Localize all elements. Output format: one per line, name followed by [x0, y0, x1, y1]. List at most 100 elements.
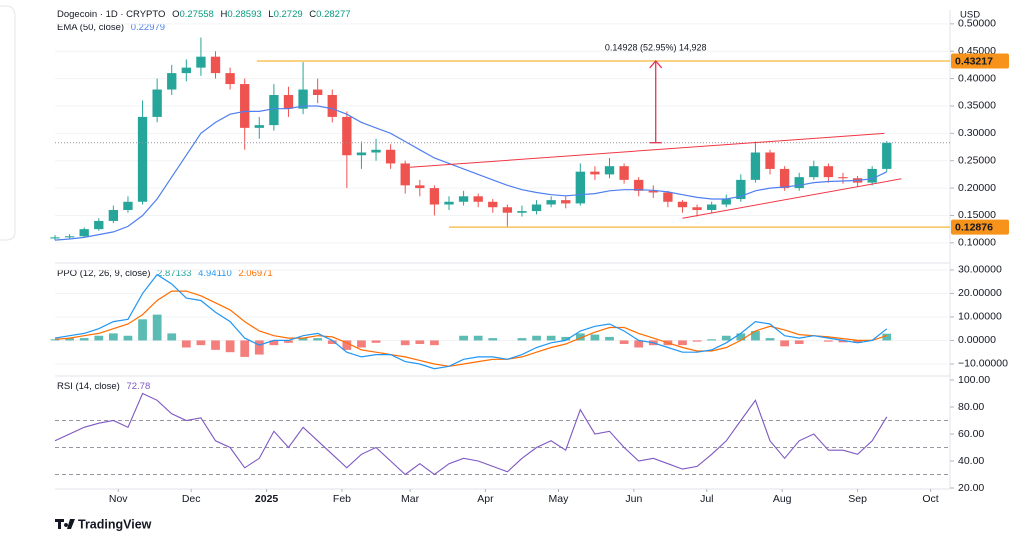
- ppo-histogram-bar: [211, 340, 220, 350]
- candle-body: [415, 185, 425, 189]
- x-tick-label: Apr: [477, 493, 494, 505]
- ppo-histogram-bar: [678, 340, 687, 346]
- y-tick-label: 0.35000: [958, 100, 996, 112]
- candle-body: [590, 171, 600, 175]
- ppo-histogram-bar: [459, 335, 468, 341]
- y-tick-label: 30.00000: [958, 264, 1002, 276]
- ppo-histogram-bar: [430, 340, 439, 346]
- y-tick-label: 20.00000: [958, 287, 1002, 299]
- candle-body: [137, 116, 148, 202]
- ppo-histogram-bar: [794, 340, 804, 344]
- level-label-box: [951, 53, 1009, 69]
- level-label: 0.43217: [955, 55, 993, 67]
- side-panel-frame: [0, 5, 16, 241]
- candle-body: [546, 200, 556, 205]
- ohlc-key: L: [268, 9, 273, 20]
- ppo-histogram-bar: [298, 338, 308, 341]
- candle-body: [429, 188, 440, 205]
- ppo-histogram-bar: [838, 340, 848, 343]
- ohlc-key: O: [172, 9, 179, 20]
- y-tick-label: 0.10000: [958, 237, 996, 249]
- ppo-histogram-bar: [561, 336, 571, 341]
- ohlc-value: 0.2729: [274, 9, 303, 20]
- ppo-histogram-bar: [721, 335, 731, 341]
- ohlc-key: C: [309, 9, 316, 20]
- candle-body: [750, 152, 761, 180]
- x-tick-label: Dec: [182, 493, 201, 505]
- rsi-name: RSI (14, close): [57, 381, 120, 392]
- ppo-line: [54, 273, 888, 370]
- candle-body: [838, 177, 848, 179]
- y-tick-label: 40.00: [958, 455, 984, 467]
- ppo-histogram-bar: [882, 333, 892, 341]
- candle-body: [809, 166, 819, 178]
- ema-line: [54, 105, 888, 241]
- symbol-legend: Dogecoin · 1D · CRYPTO O0.27558 H0.28593…: [57, 9, 351, 20]
- y-tick-label: 0.00000: [958, 334, 996, 346]
- candle-body: [385, 149, 396, 164]
- ppo-histogram-bar: [546, 335, 556, 341]
- measure-label: 0.14928 (52.95%) 14,928: [605, 42, 707, 52]
- y-tick-label: 0.50000: [958, 18, 996, 30]
- brand-logo[interactable]: TradingView: [55, 517, 152, 531]
- trendline: [410, 132, 885, 168]
- rsi-legend: RSI (14, close) 72.78: [57, 381, 150, 392]
- currency: USD: [960, 10, 980, 21]
- x-tick-label: Sep: [848, 493, 867, 505]
- candle-body: [867, 168, 877, 183]
- ppo-signal-line: [54, 290, 887, 367]
- candle-body: [181, 67, 192, 74]
- candle-body: [356, 152, 367, 156]
- candle-body: [94, 220, 104, 230]
- ppo-histogram-bar: [167, 333, 177, 341]
- x-tick-label: Oct: [922, 493, 938, 505]
- y-tick-label: 0.30000: [958, 127, 996, 139]
- ppo-histogram-bar: [94, 335, 104, 341]
- ppo-histogram-bar: [50, 339, 60, 341]
- ohlc-key: H: [220, 9, 227, 20]
- candle-body: [663, 192, 673, 202]
- y-tick-label: 80.00: [958, 401, 984, 413]
- ppo-histogram-bar: [590, 334, 600, 341]
- ppo-histogram-bar: [619, 340, 629, 344]
- y-tick-label: 0.15000: [958, 209, 996, 221]
- ppo-histogram-bar: [342, 340, 352, 350]
- ppo-histogram-bar: [415, 340, 425, 344]
- ppo-histogram-bar: [605, 336, 614, 341]
- ppo-histogram-bar: [473, 335, 483, 341]
- level-label: 0.12876: [955, 221, 993, 233]
- y-tick-label: −10.00000: [958, 358, 1008, 370]
- candle-body: [298, 89, 308, 109]
- candle-body: [64, 236, 75, 238]
- ohlc-value: 0.27558: [179, 9, 213, 20]
- ppo-histogram-bar: [65, 338, 74, 341]
- ppo-histogram-bar: [79, 338, 89, 341]
- symbol: Dogecoin · 1D · CRYPTO: [57, 9, 165, 20]
- ppo-legend: PPO (12, 26, 9, close) 2.87133 4.94110 2…: [57, 268, 273, 279]
- candle-body: [794, 177, 804, 189]
- ppo-histogram-bar: [532, 335, 541, 341]
- candle-body: [240, 84, 250, 128]
- x-tick-label: Jul: [700, 493, 713, 505]
- candle-body: [225, 73, 235, 85]
- ppo-histogram-bar: [824, 340, 833, 342]
- candle-body: [210, 56, 221, 74]
- x-tick-label: Jun: [625, 493, 642, 505]
- y-tick-label: 100.00: [958, 374, 990, 386]
- candle-body: [473, 196, 483, 202]
- ema-value: 0.22979: [131, 22, 165, 33]
- candle-body: [400, 163, 410, 186]
- ppo-histogram-bar: [138, 319, 147, 341]
- level-label-box: [951, 219, 1009, 235]
- candle-body: [488, 201, 498, 208]
- ppo-histogram-bar: [357, 340, 366, 348]
- candle-body: [444, 201, 454, 205]
- y-tick-label: 0.20000: [958, 182, 996, 194]
- ppo-histogram-bar: [517, 338, 527, 341]
- ppo-histogram-bar: [634, 340, 644, 348]
- ppo-histogram-bar: [313, 338, 323, 341]
- y-tick-label: 60.00: [958, 428, 984, 440]
- candle-body: [736, 179, 746, 200]
- x-tick-label: Feb: [333, 493, 351, 505]
